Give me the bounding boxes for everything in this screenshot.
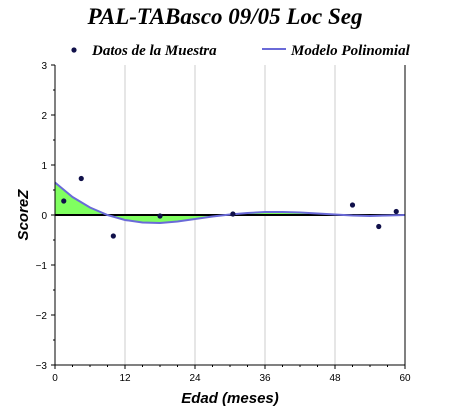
x-tick-label-3: 36 (259, 373, 271, 384)
positive-area-0 (55, 182, 226, 223)
chart-title: PAL-TABasco 09/05 Loc Seg (87, 4, 363, 29)
data-point-6 (376, 223, 382, 230)
y-tick-label-6: 3 (41, 61, 47, 72)
model-curve (54, 181, 406, 225)
x-tick-label-0: 0 (52, 373, 58, 384)
legend: Datos de la Muestra Modelo Polinomial (71, 43, 411, 59)
y-tick-label-3: 0 (41, 211, 47, 222)
y-axis-title: ScoreZ (15, 189, 32, 241)
y-tick-label-4: 1 (41, 161, 47, 172)
y-tick-label-0: −3 (36, 361, 48, 372)
data-point-4 (230, 211, 236, 217)
x-axis-title: Edad (meses) (181, 390, 279, 407)
x-tick-label-4: 48 (329, 373, 341, 384)
x-tick-label-2: 24 (189, 373, 201, 384)
data-point-7 (393, 208, 399, 215)
data-point-3 (157, 213, 163, 219)
data-point-5 (349, 202, 356, 208)
y-tick-label-1: −2 (36, 311, 48, 322)
data-point-2 (110, 233, 116, 239)
legend-label-sample: Datos de la Muestra (91, 43, 217, 59)
legend-label-model: Modelo Polinomial (290, 43, 411, 59)
data-point-1 (78, 175, 84, 182)
y-tick-label-5: 2 (41, 111, 47, 122)
data-point-0 (61, 198, 67, 204)
x-tick-label-1: 12 (119, 373, 131, 384)
x-tick-label-5: 60 (399, 373, 411, 384)
legend-marker-icon (71, 47, 77, 53)
y-tick-label-2: −1 (36, 261, 48, 272)
